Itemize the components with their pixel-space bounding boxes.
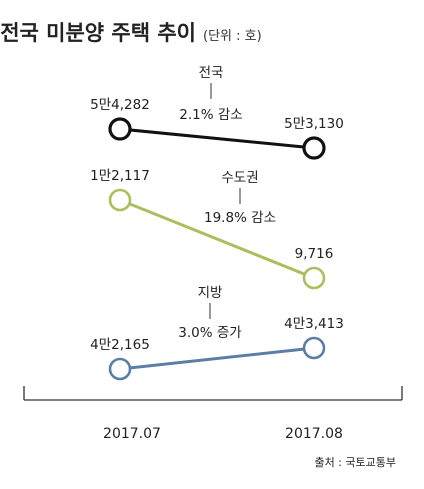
change-label-2: 3.0% 증가 (178, 325, 241, 341)
change-label-1: 19.8% 감소 (204, 210, 276, 226)
value-label-2-1: 4만3,413 (284, 316, 344, 332)
point-2-0 (108, 357, 132, 381)
series-line-1 (119, 198, 315, 280)
value-label-0-1: 5만3,130 (284, 116, 344, 132)
point-0-0 (108, 117, 132, 141)
series-line-0 (119, 127, 315, 150)
value-label-1-1: 9,716 (295, 246, 334, 262)
point-1-1 (302, 266, 326, 290)
value-label-1-0: 1만2,117 (90, 168, 150, 184)
series-name-1: 수도권 (221, 170, 258, 186)
source-note: 출처 : 국토교통부 (314, 456, 396, 469)
point-0-1 (302, 136, 326, 160)
chart-title: 전국 미분양 주택 추이 (0, 21, 196, 45)
value-label-2-0: 4만2,165 (90, 337, 150, 353)
value-label-0-0: 5만4,282 (90, 97, 150, 113)
x-tick-label-0: 2017.07 (103, 426, 161, 442)
point-2-1 (302, 336, 326, 360)
point-1-0 (108, 188, 132, 212)
x-tick-label-1: 2017.08 (285, 426, 343, 442)
chart-unit: (단위 : 호) (203, 29, 262, 44)
series-name-0: 전국 (199, 65, 224, 81)
series-name-2: 지방 (198, 285, 223, 301)
series-line-2 (119, 346, 315, 371)
change-label-0: 2.1% 감소 (179, 107, 242, 123)
